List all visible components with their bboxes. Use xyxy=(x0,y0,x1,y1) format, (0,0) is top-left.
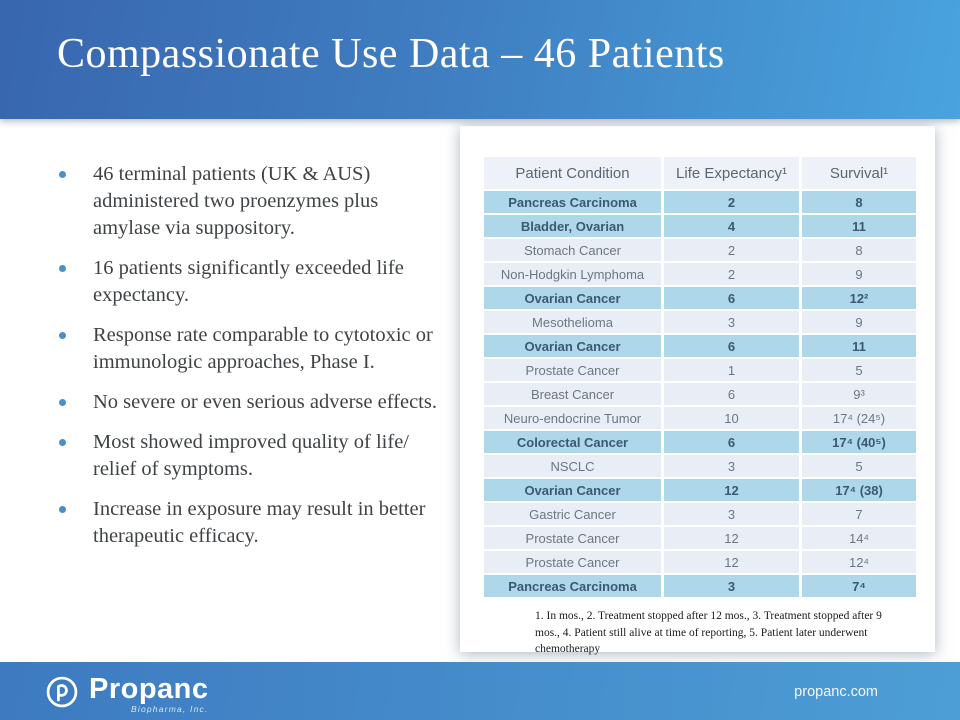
table-row: Colorectal Cancer 6 17⁴ (40⁵) xyxy=(484,431,916,455)
life-expectancy-cell: 3 xyxy=(661,455,799,479)
survival-cell: 9³ xyxy=(799,383,916,407)
condition-cell: Pancreas Carcinoma xyxy=(484,191,661,215)
column-header-patient-condition: Patient Condition xyxy=(484,157,661,191)
survival-cell: 5 xyxy=(799,455,916,479)
survival-cell: 12² xyxy=(799,287,916,311)
condition-cell: Ovarian Cancer xyxy=(484,479,661,503)
column-header-survival: Survival¹ xyxy=(799,157,916,191)
content-area: 46 terminal patients (UK & AUS) administ… xyxy=(0,119,960,662)
life-expectancy-cell: 1 xyxy=(661,359,799,383)
bullet-list: 46 terminal patients (UK & AUS) administ… xyxy=(55,161,447,563)
life-expectancy-cell: 6 xyxy=(661,431,799,455)
website-link[interactable]: propanc.com xyxy=(794,684,878,700)
condition-cell: Stomach Cancer xyxy=(484,239,661,263)
life-expectancy-cell: 6 xyxy=(661,383,799,407)
life-expectancy-cell: 2 xyxy=(661,263,799,287)
life-expectancy-cell: 2 xyxy=(661,239,799,263)
survival-cell: 9 xyxy=(799,311,916,335)
table-row: Breast Cancer 6 9³ xyxy=(484,383,916,407)
life-expectancy-cell: 3 xyxy=(661,311,799,335)
life-expectancy-cell: 12 xyxy=(661,479,799,503)
bullet-item: Most showed improved quality of life/ re… xyxy=(55,429,447,483)
survival-cell: 11 xyxy=(799,215,916,239)
patient-data-table: Patient Condition Life Expectancy¹ Survi… xyxy=(484,157,916,599)
title-band: Compassionate Use Data – 46 Patients xyxy=(0,0,960,119)
survival-cell: 17⁴ (40⁵) xyxy=(799,431,916,455)
condition-cell: Neuro-endocrine Tumor xyxy=(484,407,661,431)
life-expectancy-cell: 12 xyxy=(661,527,799,551)
table-row: Bladder, Ovarian 4 11 xyxy=(484,215,916,239)
condition-cell: NSCLC xyxy=(484,455,661,479)
condition-cell: Pancreas Carcinoma xyxy=(484,575,661,599)
table-row: Prostate Cancer 12 14⁴ xyxy=(484,527,916,551)
survival-cell: 5 xyxy=(799,359,916,383)
brand-name: Propanc xyxy=(89,673,209,705)
table-row: Neuro-endocrine Tumor 10 17⁴ (24⁵) xyxy=(484,407,916,431)
survival-cell: 14⁴ xyxy=(799,527,916,551)
table-row: Ovarian Cancer 12 17⁴ (38) xyxy=(484,479,916,503)
condition-cell: Gastric Cancer xyxy=(484,503,661,527)
survival-cell: 17⁴ (38) xyxy=(799,479,916,503)
brand-text: Propanc Biopharma, Inc. xyxy=(89,672,209,714)
life-expectancy-cell: 10 xyxy=(661,407,799,431)
table-card: Patient Condition Life Expectancy¹ Survi… xyxy=(460,126,935,655)
survival-cell: 7 xyxy=(799,503,916,527)
table-row: Pancreas Carcinoma 2 8 xyxy=(484,191,916,215)
survival-cell: 8 xyxy=(799,191,916,215)
life-expectancy-cell: 6 xyxy=(661,287,799,311)
table-row: Mesothelioma 3 9 xyxy=(484,311,916,335)
table-row: Ovarian Cancer 6 11 xyxy=(484,335,916,359)
table-row: Prostate Cancer 1 5 xyxy=(484,359,916,383)
column-header-life-expectancy: Life Expectancy¹ xyxy=(661,157,799,191)
life-expectancy-cell: 2 xyxy=(661,191,799,215)
table-row: Non-Hodgkin Lymphoma 2 9 xyxy=(484,263,916,287)
condition-cell: Bladder, Ovarian xyxy=(484,215,661,239)
life-expectancy-cell: 12 xyxy=(661,551,799,575)
brand-subtitle: Biopharma, Inc. xyxy=(131,704,209,714)
condition-cell: Prostate Cancer xyxy=(484,527,661,551)
life-expectancy-cell: 6 xyxy=(661,335,799,359)
table-row: Pancreas Carcinoma 3 7⁴ xyxy=(484,575,916,599)
page-title: Compassionate Use Data – 46 Patients xyxy=(57,31,725,77)
survival-cell: 12⁴ xyxy=(799,551,916,575)
propanc-logo: Propanc Biopharma, Inc. xyxy=(44,672,209,714)
condition-cell: Ovarian Cancer xyxy=(484,335,661,359)
table-row: Stomach Cancer 2 8 xyxy=(484,239,916,263)
survival-cell: 7⁴ xyxy=(799,575,916,599)
survival-cell: 9 xyxy=(799,263,916,287)
survival-cell: 8 xyxy=(799,239,916,263)
table-row: Gastric Cancer 3 7 xyxy=(484,503,916,527)
condition-cell: Breast Cancer xyxy=(484,383,661,407)
bullet-item: 46 terminal patients (UK & AUS) administ… xyxy=(55,161,447,242)
table-footnote: 1. In mos., 2. Treatment stopped after 1… xyxy=(535,610,882,656)
bullet-item: Response rate comparable to cytotoxic or… xyxy=(55,322,447,376)
life-expectancy-cell: 3 xyxy=(661,575,799,599)
condition-cell: Non-Hodgkin Lymphoma xyxy=(484,263,661,287)
life-expectancy-cell: 4 xyxy=(661,215,799,239)
bullet-item: 16 patients significantly exceeded life … xyxy=(55,255,447,309)
table-row: Prostate Cancer 12 12⁴ xyxy=(484,551,916,575)
table-row: Ovarian Cancer 6 12² xyxy=(484,287,916,311)
footer-band: Propanc Biopharma, Inc. propanc.com xyxy=(0,662,960,720)
condition-cell: Ovarian Cancer xyxy=(484,287,661,311)
bullet-item: Increase in exposure may result in bette… xyxy=(55,496,447,550)
bullet-item: No severe or even serious adverse effect… xyxy=(55,389,447,416)
survival-cell: 17⁴ (24⁵) xyxy=(799,407,916,431)
condition-cell: Prostate Cancer xyxy=(484,359,661,383)
life-expectancy-cell: 3 xyxy=(661,503,799,527)
table-body: Pancreas Carcinoma 2 8 Bladder, Ovarian 4 11 S… xyxy=(484,191,916,599)
table-header-row: Patient Condition Life Expectancy¹ Survi… xyxy=(484,157,916,191)
condition-cell: Colorectal Cancer xyxy=(484,431,661,455)
condition-cell: Mesothelioma xyxy=(484,311,661,335)
propanc-logo-icon xyxy=(46,676,78,708)
survival-cell: 11 xyxy=(799,335,916,359)
condition-cell: Prostate Cancer xyxy=(484,551,661,575)
table-row: NSCLC 3 5 xyxy=(484,455,916,479)
